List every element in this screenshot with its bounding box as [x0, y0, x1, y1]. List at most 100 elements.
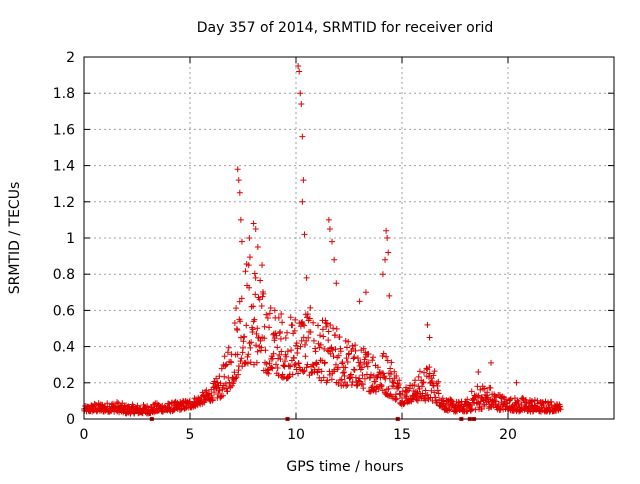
data-point: [379, 271, 386, 278]
data-point: [313, 361, 320, 368]
y-tick-label: 0.2: [53, 376, 75, 392]
data-point: [446, 406, 453, 413]
data-point: [478, 394, 485, 401]
data-point: [246, 254, 253, 261]
data-point: [284, 329, 291, 336]
data-point: [287, 363, 294, 370]
data-point: [431, 389, 438, 396]
data-point: [325, 337, 332, 344]
data-point: [387, 365, 394, 372]
data-point: [237, 358, 244, 365]
data-point: [300, 177, 307, 184]
y-tick-label: 1: [66, 231, 75, 247]
data-point: [231, 378, 238, 385]
data-point: [240, 344, 246, 351]
data-point: [291, 362, 298, 369]
data-point: [278, 348, 285, 355]
data-point: [419, 390, 426, 397]
data-point: [320, 374, 327, 381]
data-point: [477, 386, 484, 393]
chart-title: Day 357 of 2014, SRMTID for receiver ori…: [197, 20, 494, 36]
data-point: [374, 364, 381, 371]
data-point: [380, 370, 387, 377]
data-point: [267, 304, 274, 311]
data-point: [334, 364, 341, 371]
data-point: [259, 262, 266, 269]
data-point: [238, 238, 245, 245]
data-point: [401, 400, 408, 407]
data-point: [285, 374, 292, 381]
data-point: [293, 340, 300, 347]
data-point: [257, 277, 264, 284]
data-point: [237, 318, 244, 325]
data-point: [515, 400, 522, 407]
data-point: [291, 327, 298, 334]
data-point: [224, 349, 231, 356]
data-point: [435, 378, 442, 385]
data-point: [342, 364, 349, 371]
data-point: [474, 400, 481, 407]
data-point: [507, 395, 514, 402]
data-point: [223, 385, 230, 392]
data-point: [344, 358, 351, 365]
x-tick-label: 5: [186, 427, 195, 443]
data-point: [278, 311, 285, 318]
data-point: [283, 353, 290, 360]
data-point: [328, 344, 335, 351]
data-point: [434, 387, 441, 394]
data-point: [369, 383, 376, 390]
data-point: [289, 371, 296, 378]
data-point: [343, 344, 350, 351]
data-point: [248, 339, 255, 346]
data-point: [507, 397, 514, 404]
data-point: [303, 364, 310, 371]
data-point: [469, 406, 476, 413]
data-point: [235, 177, 242, 184]
data-point: [302, 353, 309, 360]
data-point: [332, 332, 339, 339]
x-tick-label: 20: [499, 427, 517, 443]
data-point: [435, 390, 442, 397]
data-point: [287, 314, 294, 321]
x-axis-label: GPS time / hours: [286, 459, 403, 475]
data-point: [343, 355, 350, 362]
data-point: [214, 379, 221, 386]
data-point: [351, 367, 358, 374]
data-point: [348, 371, 355, 378]
y-tick-label: 1.2: [53, 195, 75, 211]
data-point: [382, 256, 389, 263]
data-point: [360, 345, 367, 352]
data-point: [379, 353, 386, 360]
data-point: [393, 395, 400, 402]
data-point: [396, 390, 403, 397]
data-point: [300, 368, 307, 375]
data-point: [529, 397, 536, 404]
data-point: [326, 225, 333, 232]
data-point: [403, 384, 410, 391]
data-point: [464, 396, 471, 403]
data-point: [351, 354, 358, 361]
y-tick-label: 0.4: [53, 340, 75, 356]
data-point: [426, 334, 433, 341]
x-tick-label: 15: [393, 427, 411, 443]
data-point: [431, 368, 438, 375]
data-point: [383, 227, 390, 234]
data-point: [491, 393, 498, 400]
data-point: [258, 344, 265, 351]
data-point: [253, 342, 260, 349]
data-point: [388, 359, 395, 366]
data-point: [304, 311, 311, 318]
data-point: [252, 225, 259, 232]
data-point: [250, 220, 257, 227]
data-point: [263, 311, 270, 318]
data-point: [221, 373, 228, 380]
data-point: [337, 348, 344, 355]
data-point: [333, 325, 340, 332]
data-point: [225, 344, 232, 351]
data-point: [299, 321, 306, 328]
data-point: [276, 351, 283, 358]
data-point: [328, 376, 335, 383]
data-point: [295, 63, 302, 70]
data-point: [354, 381, 361, 388]
